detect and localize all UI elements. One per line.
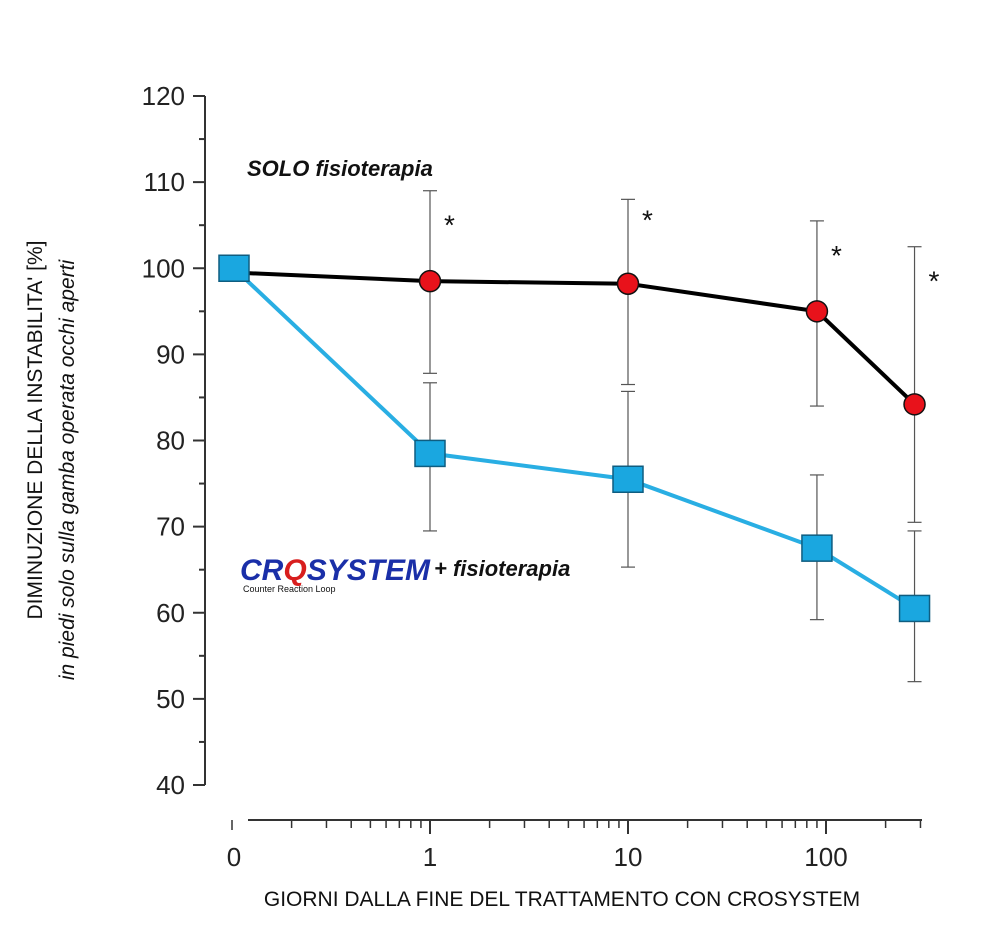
y-axis: 40 50 60 70 80 90 100 110 120 xyxy=(142,81,206,800)
logo-subtitle: Counter Reaction Loop xyxy=(243,584,336,594)
y-axis-label: DIMINUZIONE DELLA INSTABILITA' [%] xyxy=(24,241,47,620)
point-marker xyxy=(903,393,926,416)
x-axis: 0 1 10 100 xyxy=(227,819,922,872)
x-tick-label: 100 xyxy=(804,842,847,872)
significance-stars: * * * * xyxy=(444,204,940,296)
y-tick-label: 70 xyxy=(156,512,185,542)
point-marker xyxy=(801,534,833,562)
series1-annotation: SOLO fisioterapia xyxy=(247,156,433,181)
y-tick-label: 110 xyxy=(144,167,185,197)
x-axis-label: GIORNI DALLA FINE DEL TRATTAMENTO CON CR… xyxy=(264,888,860,911)
series-line-1 xyxy=(233,270,916,406)
y-tick-label: 50 xyxy=(156,684,185,714)
crosystem-logo: CRQSYSTEM Counter Reaction Loop xyxy=(240,554,431,594)
y-axis-sublabel: in piedi solo sulla gamba operata occhi … xyxy=(56,259,79,681)
point-marker xyxy=(418,269,442,293)
point-marker xyxy=(898,594,931,623)
point-marker xyxy=(612,465,644,494)
x-tick-label: 10 xyxy=(614,842,643,872)
y-tick-label: 100 xyxy=(142,253,185,283)
y-tick-label: 60 xyxy=(156,598,185,628)
point-marker xyxy=(805,300,829,323)
y-tick-label: 80 xyxy=(156,426,185,456)
series2-annotation: + fisioterapia xyxy=(434,556,570,581)
significance-star: * xyxy=(831,240,842,271)
point-marker xyxy=(616,272,640,296)
y-tick-label: 120 xyxy=(142,81,185,111)
point-marker xyxy=(414,439,446,468)
error-bars xyxy=(423,190,922,683)
significance-star: * xyxy=(929,266,940,297)
y-tick-label: 90 xyxy=(156,339,185,369)
significance-star: * xyxy=(642,204,653,235)
svg-text:CRQSYSTEM: CRQSYSTEM xyxy=(240,554,431,587)
x-tick-label: 0 xyxy=(227,842,241,872)
x-tick-label: 1 xyxy=(423,842,437,872)
point-marker xyxy=(218,254,250,282)
data-markers xyxy=(218,254,931,623)
significance-star: * xyxy=(444,210,455,241)
y-tick-label: 40 xyxy=(156,770,185,800)
